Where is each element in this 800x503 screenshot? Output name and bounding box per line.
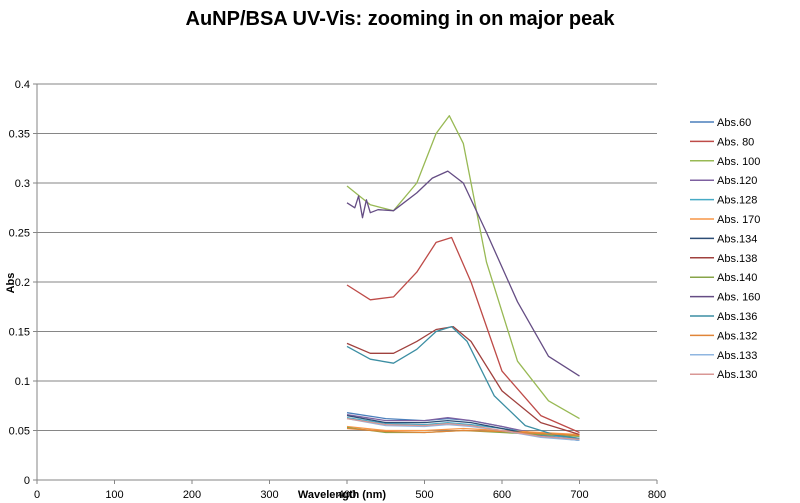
- y-tick-label: 0.05: [9, 426, 30, 438]
- x-tick-label: 200: [183, 489, 201, 501]
- x-tick-labels: 0 100 200 300 400 500 600 700 800: [34, 480, 666, 501]
- y-tick-label: 0.3: [15, 178, 30, 190]
- x-tick-label: 800: [648, 489, 666, 501]
- series-line: [346, 325, 580, 436]
- y-tick-label: 0.1: [15, 376, 30, 388]
- legend-label: Abs.138: [717, 253, 757, 265]
- y-tick-label: 0.15: [9, 327, 30, 339]
- x-tick-label: 100: [105, 489, 123, 501]
- legend-label: Abs. 100: [717, 156, 760, 168]
- x-tick-label: 0: [34, 489, 40, 501]
- legend-label: Abs.136: [717, 311, 757, 323]
- y-axis-label: Abs: [5, 273, 17, 294]
- legend-label: Abs.128: [717, 195, 757, 207]
- chart-title: AuNP/BSA UV-Vis: zooming in on major pea…: [185, 8, 615, 30]
- y-tick-label: 0.25: [9, 228, 30, 240]
- legend-label: Abs.132: [717, 330, 757, 342]
- y-tick-label: 0.2: [15, 277, 30, 289]
- y-tick-labels: 0 0.05 0.1 0.15 0.2 0.25 0.3 0.35 0.4: [9, 79, 37, 487]
- y-tick-label: 0: [24, 475, 30, 487]
- series-line: [346, 236, 580, 434]
- series-line: [346, 427, 580, 437]
- x-tick-label: 400: [338, 489, 356, 501]
- legend-label: Abs.140: [717, 272, 757, 284]
- x-tick-label: 300: [260, 489, 278, 501]
- legend-label: Abs.130: [717, 369, 757, 381]
- legend-label: Abs. 170: [717, 214, 760, 226]
- x-tick-label: 700: [570, 489, 588, 501]
- legend-label: Abs.133: [717, 350, 757, 362]
- legend-label: Abs. 160: [717, 292, 760, 304]
- series-line: [346, 417, 580, 441]
- series-line: [346, 417, 580, 442]
- x-axis-label: Wavelength (nm): [298, 489, 387, 501]
- series-line: [346, 425, 580, 436]
- series-lines: [346, 115, 580, 442]
- series-line: [346, 325, 580, 440]
- x-tick-label: 600: [493, 489, 511, 501]
- y-tick-label: 0.4: [15, 79, 30, 91]
- legend: Abs.60 Abs. 80 Abs. 100 Abs.120 Abs.128 Abs. …: [690, 117, 760, 381]
- legend-label: Abs.134: [717, 233, 757, 245]
- legend-label: Abs. 80: [717, 136, 754, 148]
- x-tick-label: 500: [415, 489, 433, 501]
- gridlines: [37, 83, 657, 431]
- series-line: [346, 115, 580, 420]
- y-tick-label: 0.35: [9, 129, 30, 141]
- legend-label: Abs.60: [717, 117, 751, 129]
- legend-label: Abs.120: [717, 175, 757, 187]
- series-line: [346, 170, 580, 377]
